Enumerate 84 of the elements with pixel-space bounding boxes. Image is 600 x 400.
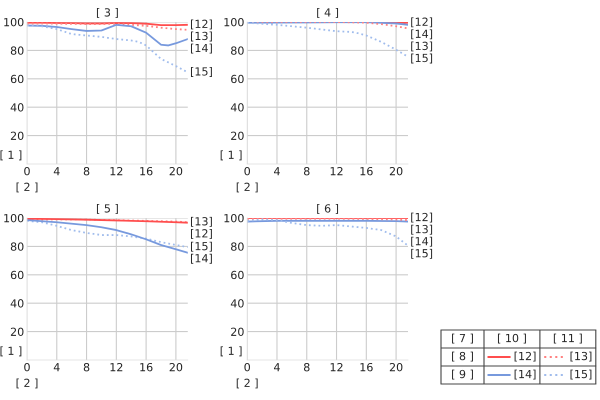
y-axis-title: [ 1 ] (0, 150, 22, 160)
x-axis-title: [ 2 ] (16, 378, 38, 388)
series-label: [13] (411, 41, 432, 52)
text: [ 7 ] (452, 334, 473, 344)
y-tick-label: 80 (10, 242, 24, 251)
y-tick-label: 40 (10, 299, 24, 308)
x-tick-label: 20 (170, 362, 182, 372)
chart-title: [ 5 ] (96, 204, 118, 214)
text: [14] (411, 236, 432, 247)
series-label: [12] (411, 17, 432, 28)
x-tick-label: 20 (170, 166, 182, 176)
y-tick-label: 40 (10, 103, 24, 112)
series-label: [12] (190, 19, 212, 30)
y-tick-label: 20 (10, 328, 24, 336)
series-label: [14] (411, 29, 432, 40)
x-tick-label: 20 (390, 362, 402, 372)
y-axis-title: [ 1 ] (220, 150, 242, 160)
y-tick-label: 20 (10, 132, 24, 140)
legend-label: [12] (514, 352, 536, 362)
series-label: [13] (190, 216, 212, 227)
x-axis-title: [ 2 ] (236, 182, 258, 192)
series-label: [14] (190, 44, 212, 54)
y-tick-label: 100 (224, 18, 244, 26)
x-tick-label: 0 (244, 362, 250, 372)
series-label: [15] (411, 54, 432, 64)
text: [15] (411, 248, 432, 259)
y-tick-label: 100 (224, 214, 244, 222)
text: [ 11 ] (554, 334, 582, 344)
x-tick-label: 8 (84, 362, 90, 372)
y-tick-label: 80 (231, 46, 244, 55)
y-tick-label: 100 (4, 18, 24, 26)
x-tick-label: 4 (274, 167, 280, 176)
x-axis-title: [ 2 ] (16, 182, 38, 192)
x-axis-title: [ 2 ] (236, 378, 258, 388)
legend-label: [15] (570, 370, 592, 380)
text: [ 9 ] (452, 370, 473, 380)
x-tick-label: 0 (24, 362, 30, 372)
text: [13] (411, 224, 432, 235)
x-tick-label: 20 (390, 166, 402, 176)
x-tick-label: 12 (330, 362, 342, 372)
text: [ 10 ] (498, 334, 526, 344)
legend-label: [14] (514, 370, 536, 380)
y-tick-label: 60 (231, 74, 244, 84)
chart-title: [ 3 ] (96, 8, 118, 18)
chart-title: [ 6 ] (317, 204, 338, 214)
y-tick-label: 60 (231, 270, 244, 280)
y-tick-label: 20 (231, 132, 244, 140)
x-tick-label: 16 (140, 362, 152, 372)
y-tick-label: 80 (231, 242, 244, 251)
y-tick-label: 40 (230, 299, 244, 308)
y-tick-label: 60 (10, 74, 24, 84)
y-tick-label: 100 (4, 214, 24, 222)
x-tick-label: 4 (54, 167, 60, 176)
text: [ 8 ] (452, 352, 473, 362)
chart-title: [ 4 ] (317, 8, 338, 18)
y-tick-label: 40 (230, 103, 244, 112)
line-series (247, 218, 408, 247)
x-tick-label: 4 (54, 363, 60, 372)
series-label: [15] (190, 242, 212, 252)
legend-label: [13] (570, 352, 592, 362)
x-tick-label: 8 (304, 166, 310, 176)
y-tick-label: 20 (231, 328, 244, 336)
x-tick-label: 12 (110, 362, 122, 372)
x-tick-label: 0 (24, 166, 30, 176)
x-tick-label: 0 (244, 166, 250, 176)
x-tick-label: 16 (360, 362, 373, 372)
x-tick-label: 12 (110, 166, 122, 176)
x-tick-label: 4 (274, 363, 280, 372)
x-tick-label: 16 (360, 166, 373, 176)
y-tick-label: 60 (10, 270, 24, 280)
series-label: [14] (190, 254, 212, 264)
series-label: [13] (190, 32, 212, 42)
x-tick-label: 8 (304, 362, 310, 372)
text: [12] (411, 212, 432, 223)
series-label: [15] (190, 67, 212, 77)
x-tick-label: 8 (84, 166, 90, 176)
x-tick-label: 16 (140, 166, 152, 176)
line-series (247, 22, 408, 58)
y-tick-label: 80 (10, 46, 24, 55)
x-tick-label: 12 (330, 166, 342, 176)
line-series (27, 24, 188, 74)
y-axis-title: [ 1 ] (0, 346, 22, 356)
series-label: [12] (190, 228, 212, 239)
y-axis-title: [ 1 ] (220, 346, 242, 356)
